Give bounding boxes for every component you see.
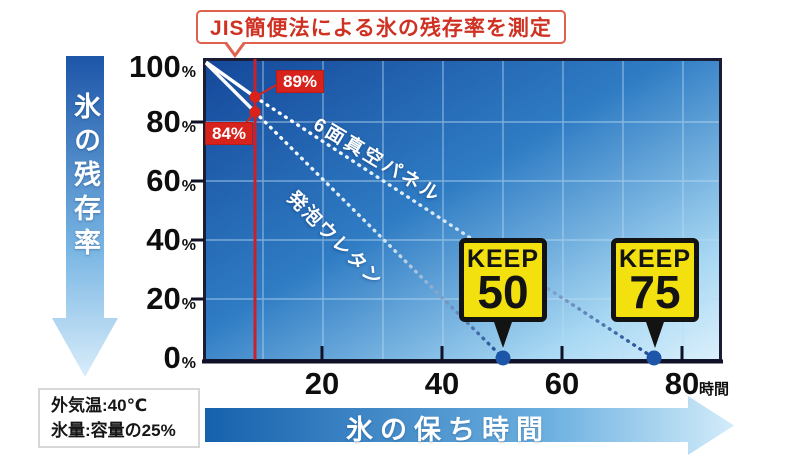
- measurement-dot-89: [249, 91, 261, 103]
- series-vacuum-solid-segment: [205, 60, 256, 99]
- x-axis-arrow-icon: [205, 396, 734, 455]
- keep-75-pointer-icon: [645, 319, 665, 348]
- x-tick-40: 40: [424, 366, 460, 401]
- annotation-badge-89: 89%: [276, 70, 325, 93]
- conditions-box: 外気温:40℃ 氷量:容量の25%: [38, 388, 200, 448]
- y-axis-label: 氷の残存率: [70, 92, 100, 262]
- keep-50-pointer-icon: [493, 319, 513, 348]
- zero-dot-75h: [646, 350, 662, 366]
- x-tick-60: 60: [544, 366, 580, 401]
- page-title: JIS簡便法による氷の残存率を測定: [210, 17, 552, 40]
- x-tick-80: 80: [664, 366, 700, 401]
- annotation-badge-84: 84%: [205, 122, 254, 145]
- x-arrow-label: 氷の保ち時間: [346, 415, 550, 445]
- y-axis-arrow-icon: [52, 56, 118, 377]
- y-tick-40: 40%: [146, 222, 196, 257]
- zero-dot-50h: [495, 350, 511, 366]
- y-tick-100: 100%: [129, 49, 196, 84]
- y-tick-80: 80%: [146, 104, 196, 139]
- series-urethane-solid-segment: [204, 61, 257, 114]
- y-tick-60: 60%: [146, 163, 196, 198]
- title-callout: JIS簡便法による氷の残存率を測定: [196, 10, 566, 58]
- x-axis-unit: 時間: [699, 381, 730, 398]
- condition-ambient-temp: 外気温:40℃: [51, 396, 148, 415]
- x-tick-20: 20: [304, 366, 340, 401]
- axis-ticks: [191, 120, 684, 361]
- y-tick-20: 20%: [146, 281, 196, 316]
- gridlines: [206, 61, 719, 359]
- y-tick-0: 0%: [163, 340, 196, 375]
- series-vacuum-dotted-line: [253, 95, 656, 360]
- keep-50-badge: KEEP 50: [459, 238, 547, 348]
- keep-75-badge: KEEP 75: [611, 238, 699, 348]
- condition-ice-volume: 氷量:容量の25%: [51, 421, 176, 440]
- measurement-dot-84: [249, 106, 261, 118]
